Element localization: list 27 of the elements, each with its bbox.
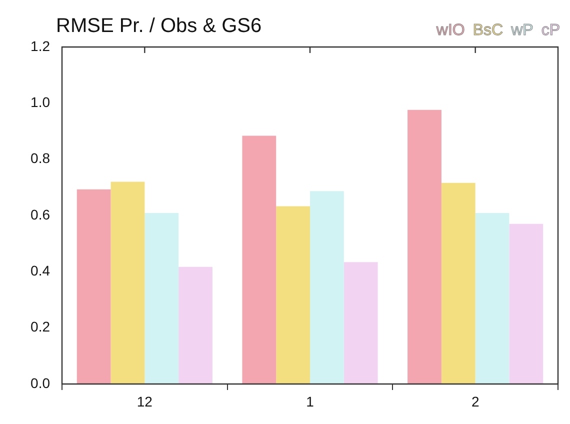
- bar: [310, 191, 344, 384]
- text: cP: [541, 22, 560, 39]
- bar: [509, 224, 544, 384]
- chart-title: RMSE Pr. / Obs & GS6: [56, 15, 262, 37]
- bar: [344, 262, 378, 384]
- text: BsC: [472, 22, 504, 39]
- bar: [76, 189, 111, 384]
- x-tick-label: 2: [471, 393, 480, 410]
- y-tick-label: 0.4: [30, 262, 50, 279]
- bar: [144, 212, 179, 384]
- bar: [242, 136, 276, 384]
- x-tick-label: 12: [136, 393, 153, 410]
- text: wIO: [435, 22, 465, 39]
- y-tick-label: 0.2: [30, 318, 50, 335]
- bar: [408, 110, 442, 384]
- bar: [110, 182, 145, 384]
- y-tick-label: 0.6: [30, 206, 50, 222]
- bar: [475, 212, 510, 384]
- bar: [441, 182, 476, 384]
- bar: [178, 266, 212, 384]
- bar: [276, 206, 310, 384]
- y-tick-label: 0.0: [30, 374, 50, 391]
- text: wP: [510, 22, 534, 39]
- x-tick-label: 1: [306, 393, 314, 410]
- y-tick-label: 1.2: [30, 38, 50, 54]
- y-tick-label: 1.0: [30, 94, 50, 110]
- y-tick-label: 0.8: [30, 150, 50, 166]
